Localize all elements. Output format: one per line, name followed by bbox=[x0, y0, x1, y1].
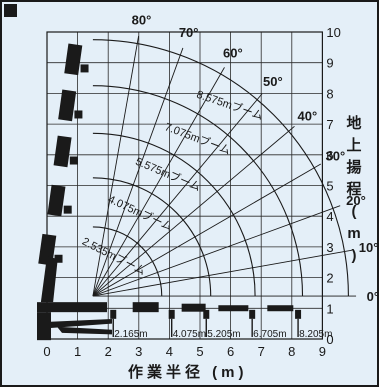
crane-boom-icon bbox=[53, 135, 72, 168]
boom-length-label: 5.575mブーム bbox=[134, 154, 203, 194]
angle-label: 60° bbox=[223, 46, 243, 61]
y-axis-title-char: 上 bbox=[346, 137, 361, 154]
y-tick-label: 3 bbox=[326, 240, 333, 255]
crane-hook-icon bbox=[63, 205, 72, 214]
corner-mark bbox=[4, 4, 17, 17]
angle-label: 0° bbox=[367, 289, 379, 304]
grid-border bbox=[46, 31, 323, 340]
boom-arc bbox=[92, 226, 163, 297]
angle-label: 80° bbox=[132, 12, 152, 27]
crane-truck-icon bbox=[42, 319, 112, 329]
boom-arc bbox=[92, 85, 304, 297]
crane-hook-icon bbox=[168, 309, 175, 319]
angle-label: 50° bbox=[263, 74, 283, 89]
y-axis-title-char: 程 bbox=[346, 181, 361, 198]
angle-line bbox=[92, 249, 353, 297]
y-tick-label: 9 bbox=[326, 56, 333, 71]
crane-truck-icon bbox=[37, 302, 107, 313]
crane-hook-icon bbox=[249, 309, 256, 319]
angle-line bbox=[92, 125, 295, 297]
x-tick-label: 9 bbox=[319, 344, 326, 359]
boom-length-label: 7.075mブーム bbox=[163, 119, 233, 157]
y-tick-label: 1 bbox=[326, 301, 333, 316]
angle-line bbox=[92, 47, 184, 297]
x-tick-label: 5 bbox=[196, 344, 203, 359]
crane-truck-icon bbox=[181, 303, 206, 312]
y-tick-label: 10 bbox=[326, 25, 340, 40]
boom-length-arcs bbox=[92, 39, 349, 297]
crane-hook-icon bbox=[203, 309, 210, 319]
crane-boom-icon bbox=[40, 256, 58, 303]
boom-arc bbox=[92, 39, 349, 297]
crane-boom-icon bbox=[64, 43, 83, 76]
boom-length-label: 4.075mブーム bbox=[106, 192, 175, 234]
x-tick-label: 2 bbox=[105, 344, 112, 359]
angle-label: 20° bbox=[346, 193, 366, 208]
angle-label: 70° bbox=[179, 25, 199, 40]
crane-hook-icon bbox=[54, 254, 63, 263]
x-tick-label: 8 bbox=[288, 344, 295, 359]
angle-label: 30° bbox=[326, 149, 346, 164]
y-axis-title-char: m bbox=[347, 225, 360, 242]
radius-label: 2.165m bbox=[114, 329, 147, 340]
crane-silhouettes bbox=[37, 43, 302, 341]
y-tick-label: 0 bbox=[326, 332, 333, 347]
x-axis-title: 作業半径 (m) bbox=[128, 363, 248, 381]
y-tick-label: 5 bbox=[326, 179, 333, 194]
angle-line bbox=[92, 205, 341, 297]
x-tick-label: 6 bbox=[227, 344, 234, 359]
crane-truck-icon bbox=[57, 326, 112, 335]
crane-boom-icon bbox=[58, 89, 77, 122]
radius-label: 4.075m bbox=[173, 329, 206, 340]
x-tick-label: 4 bbox=[166, 344, 173, 359]
y-axis-title-char: ( bbox=[352, 203, 357, 220]
angle-line bbox=[92, 35, 140, 297]
y-axis-title-char: 地 bbox=[346, 114, 361, 132]
radius-label: 5.205m bbox=[207, 329, 240, 340]
radius-label: 8.205m bbox=[299, 329, 332, 340]
crane-hook-icon bbox=[80, 64, 89, 73]
x-tick-label: 3 bbox=[135, 344, 142, 359]
angle-line bbox=[92, 163, 322, 297]
crane-hook-icon bbox=[110, 309, 117, 319]
y-tick-label: 4 bbox=[326, 209, 333, 224]
angle-line bbox=[92, 67, 225, 297]
crane-truck-icon bbox=[132, 302, 159, 313]
boom-arc bbox=[92, 132, 256, 297]
y-tick-label: 2 bbox=[326, 271, 333, 286]
crane-truck-icon bbox=[218, 305, 249, 312]
crane-hook-icon bbox=[295, 309, 302, 319]
x-tick-label: 1 bbox=[74, 344, 81, 359]
x-tick-label: 7 bbox=[258, 344, 265, 359]
y-axis-title-char: ) bbox=[352, 247, 357, 264]
crane-hook-icon bbox=[74, 110, 83, 119]
angle-lines bbox=[92, 35, 357, 297]
angle-label: 40° bbox=[298, 108, 318, 123]
crane-hook-icon bbox=[69, 156, 78, 165]
x-tick-label: 0 bbox=[43, 344, 50, 359]
y-tick-label: 6 bbox=[326, 148, 333, 163]
crane-truck-icon bbox=[267, 305, 294, 312]
crane-truck-icon bbox=[37, 312, 51, 341]
boom-arc bbox=[92, 177, 212, 297]
y-axis-title-char: 揚 bbox=[346, 159, 361, 176]
y-tick-label: 8 bbox=[326, 86, 333, 101]
crane-boom-icon bbox=[47, 184, 66, 217]
angle-line bbox=[92, 93, 263, 297]
boom-length-label: 8.575mブーム bbox=[195, 87, 265, 123]
angle-label: 10° bbox=[359, 240, 379, 255]
radius-label: 6.705m bbox=[253, 329, 286, 340]
y-tick-label: 7 bbox=[326, 117, 333, 132]
